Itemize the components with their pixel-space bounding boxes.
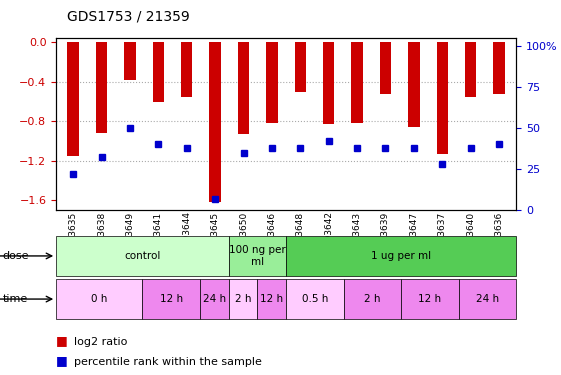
Text: GDS1753 / 21359: GDS1753 / 21359 [67,9,190,23]
Text: 100 ng per
ml: 100 ng per ml [229,245,286,267]
Bar [67,42,79,156]
Bar [401,279,459,319]
Bar [351,42,363,123]
Bar [124,42,136,80]
Bar [181,42,192,97]
Bar [153,42,164,102]
Bar [380,42,391,94]
Bar [266,42,278,123]
Bar [494,42,505,94]
Text: 0.5 h: 0.5 h [302,294,328,304]
Bar [408,42,420,127]
Bar [323,42,334,124]
Text: 24 h: 24 h [476,294,499,304]
Bar [295,42,306,92]
Bar [96,42,107,133]
Bar [436,42,448,154]
Bar [200,279,229,319]
Bar [257,279,286,319]
Bar [56,236,229,276]
Bar [209,42,221,202]
Text: 2 h: 2 h [364,294,380,304]
Text: 12 h: 12 h [419,294,442,304]
Text: ■: ■ [56,334,68,347]
Bar [56,279,142,319]
Bar [142,279,200,319]
Text: 2 h: 2 h [234,294,251,304]
Text: log2 ratio: log2 ratio [74,337,127,347]
Bar [229,236,286,276]
Text: time: time [3,294,28,304]
Bar [465,42,476,97]
Text: 12 h: 12 h [260,294,283,304]
Bar [286,236,516,276]
Text: control: control [124,251,160,261]
Text: percentile rank within the sample: percentile rank within the sample [74,357,262,367]
Text: 24 h: 24 h [203,294,226,304]
Text: dose: dose [3,251,29,261]
Text: 1 ug per ml: 1 ug per ml [371,251,431,261]
Bar [343,279,401,319]
Bar [286,279,343,319]
Text: 12 h: 12 h [159,294,183,304]
Text: 0 h: 0 h [91,294,107,304]
Text: ■: ■ [56,354,68,367]
Bar [459,279,516,319]
Bar [238,42,249,134]
Bar [229,279,257,319]
